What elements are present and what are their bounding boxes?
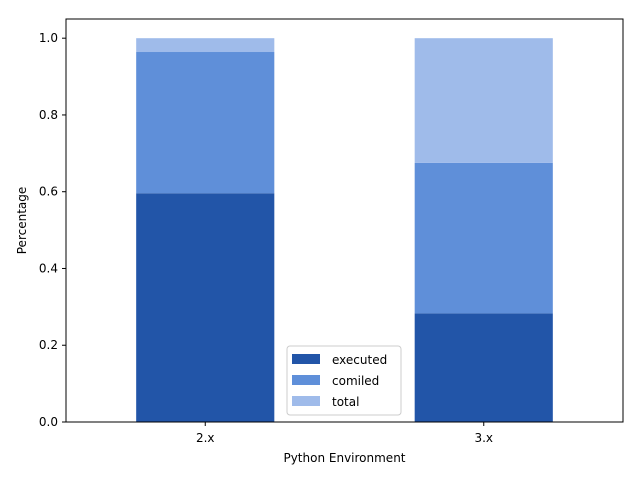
legend-swatch-executed bbox=[292, 354, 320, 364]
y-axis-label: Percentage bbox=[15, 187, 29, 255]
y-tick-label: 0.2 bbox=[39, 338, 58, 352]
plot-frame bbox=[65, 18, 624, 423]
bar-total-3.x bbox=[414, 38, 553, 163]
y-tick-label: 0.6 bbox=[39, 185, 58, 199]
legend-label-executed: executed bbox=[332, 353, 387, 367]
bar-executed-3.x bbox=[414, 313, 553, 422]
y-tick-label: 0.4 bbox=[39, 261, 58, 275]
y-tick-label: 0.0 bbox=[39, 415, 58, 429]
y-tick-label: 1.0 bbox=[39, 31, 58, 45]
x-tick-label: 2.x bbox=[196, 431, 215, 445]
legend-swatch-comiled bbox=[292, 375, 320, 385]
bar-executed-2.x bbox=[136, 193, 275, 422]
bars-group bbox=[136, 38, 553, 422]
bar-comiled-3.x bbox=[414, 162, 553, 314]
bar-comiled-2.x bbox=[136, 52, 275, 194]
x-axis: 2.x 3.x bbox=[196, 422, 493, 445]
legend-label-comiled: comiled bbox=[332, 374, 379, 388]
legend-swatch-total bbox=[292, 396, 320, 406]
x-axis-label: Python Environment bbox=[283, 451, 405, 465]
x-tick-label: 3.x bbox=[474, 431, 493, 445]
y-tick-label: 0.8 bbox=[39, 108, 58, 122]
legend: executed comiled total bbox=[286, 345, 402, 416]
legend-label-total: total bbox=[332, 395, 359, 409]
y-axis: 0.0 0.2 0.4 0.6 0.8 1.0 bbox=[39, 31, 66, 429]
bar-total-2.x bbox=[136, 38, 275, 53]
